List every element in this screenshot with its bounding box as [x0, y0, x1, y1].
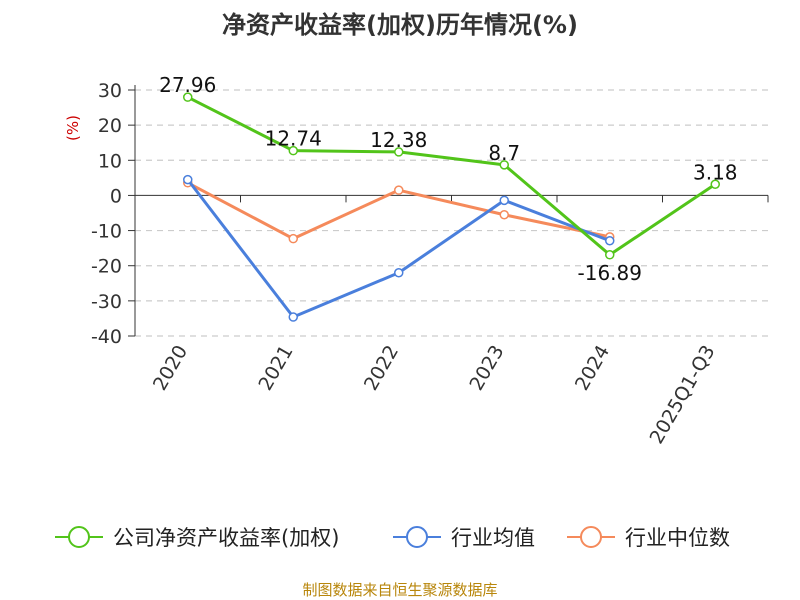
series-line — [187, 95, 717, 257]
data-point — [710, 179, 720, 190]
data-point — [394, 267, 404, 278]
legend-marker — [580, 526, 602, 548]
legend-marker — [68, 526, 90, 548]
y-tick-label: 0 — [110, 185, 122, 207]
axes: 30 20 10 0 -10 -20 -30 -40 2020 2021 2022 2023 2024 2… — [91, 80, 769, 448]
data-point — [183, 92, 193, 102]
source-footer: 制图数据来自恒生聚源数据库 — [302, 581, 497, 599]
legend-marker — [406, 526, 428, 548]
data-label: 12.74 — [265, 127, 322, 151]
legend: 公司净资产收益率(加权) 行业均值 行业中位数 — [55, 526, 730, 550]
chart-title: 净资产收益率(加权)历年情况(%) — [222, 11, 578, 39]
data-point — [394, 147, 404, 157]
data-point — [605, 250, 615, 260]
data-label: -16.89 — [578, 261, 642, 285]
y-tick-label: 30 — [98, 80, 122, 102]
data-label: 12.38 — [370, 128, 427, 152]
legend-label: 公司净资产收益率(加权) — [113, 526, 339, 550]
series-group — [183, 92, 720, 322]
legend-label: 行业均值 — [451, 526, 535, 550]
data-label: 8.7 — [488, 141, 520, 165]
y-tick-label: -40 — [91, 326, 122, 348]
data-point — [288, 145, 298, 156]
y-tick-label: -10 — [91, 221, 122, 243]
data-point — [499, 160, 509, 170]
data-point — [499, 210, 509, 220]
x-tick-label: 2023 — [465, 342, 508, 395]
y-tick-label: -20 — [91, 256, 122, 278]
y-tick-label: 10 — [98, 150, 122, 172]
data-point — [605, 236, 615, 246]
y-axis-label: (%) — [64, 115, 82, 141]
y-tick-label: -30 — [91, 291, 122, 313]
legend-label: 行业中位数 — [625, 526, 730, 550]
y-tick-label: 20 — [98, 115, 122, 137]
x-tick-label: 2022 — [360, 342, 403, 395]
data-point — [394, 185, 404, 195]
data-label: 3.18 — [693, 160, 738, 184]
data-point — [288, 233, 298, 244]
x-tick-label: 2024 — [571, 342, 614, 395]
data-labels: 27.96 12.74 12.38 8.7 -16.89 3.18 — [159, 73, 737, 285]
data-point — [288, 312, 298, 322]
x-tick-label: 2021 — [254, 342, 297, 395]
x-tick-label: 2025Q1-Q3 — [646, 342, 720, 448]
data-point — [499, 195, 509, 206]
x-tick-label: 2020 — [149, 342, 192, 395]
data-label: 27.96 — [159, 73, 216, 97]
data-point — [183, 174, 193, 185]
